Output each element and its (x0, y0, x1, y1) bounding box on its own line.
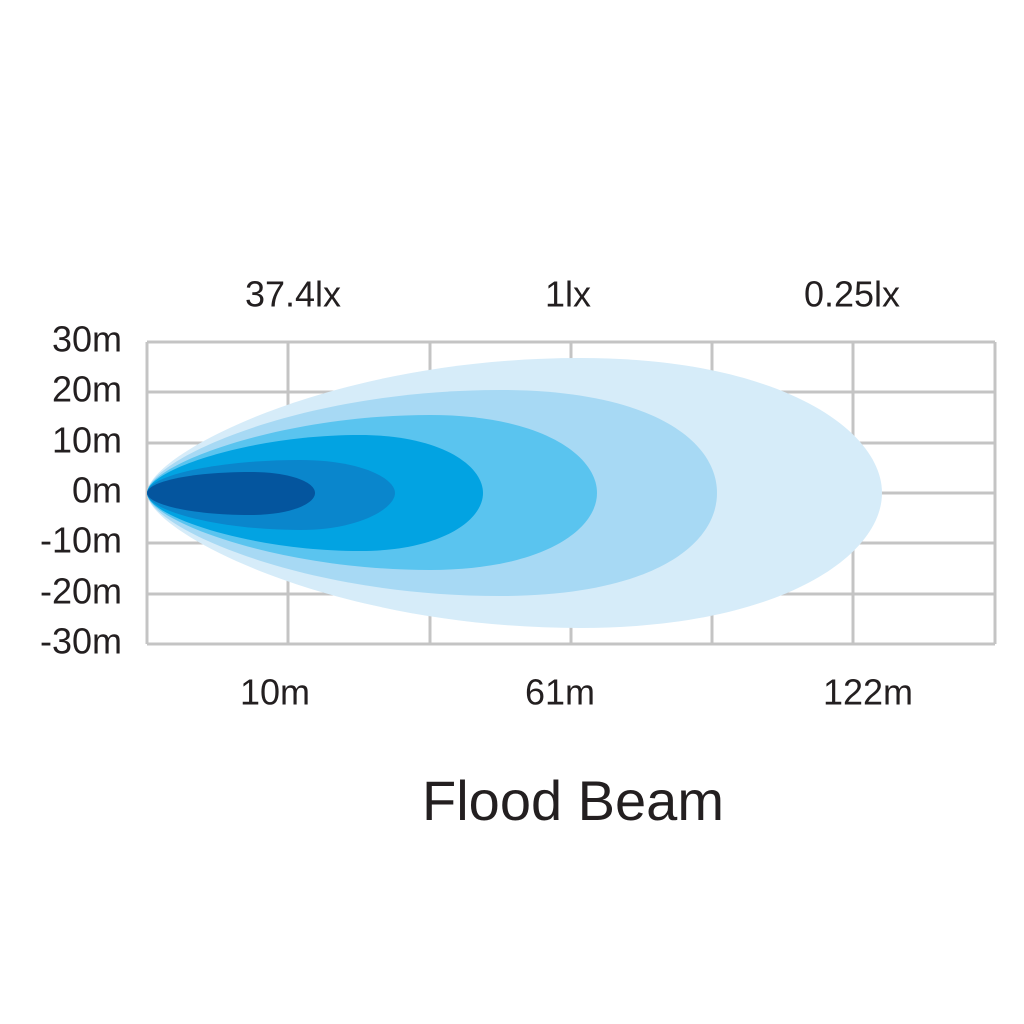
x-tick-label: 122m (823, 672, 913, 713)
y-tick-label: -10m (40, 520, 122, 561)
y-tick-label: -30m (40, 621, 122, 662)
y-tick-label: 30m (52, 319, 122, 360)
lux-label: 0.25lx (804, 274, 900, 315)
beam-zone (147, 472, 315, 515)
y-tick-label: -20m (40, 571, 122, 612)
x-tick-label: 10m (240, 672, 310, 713)
x-tick-label: 61m (525, 672, 595, 713)
title: Flood Beam (422, 769, 724, 832)
y-tick-label: 20m (52, 369, 122, 410)
beam-pattern (147, 358, 882, 628)
lux-label: 37.4lx (245, 274, 341, 315)
y-tick-label: 10m (52, 420, 122, 461)
y-tick-label: 0m (72, 470, 122, 511)
lux-label: 1lx (545, 274, 591, 315)
